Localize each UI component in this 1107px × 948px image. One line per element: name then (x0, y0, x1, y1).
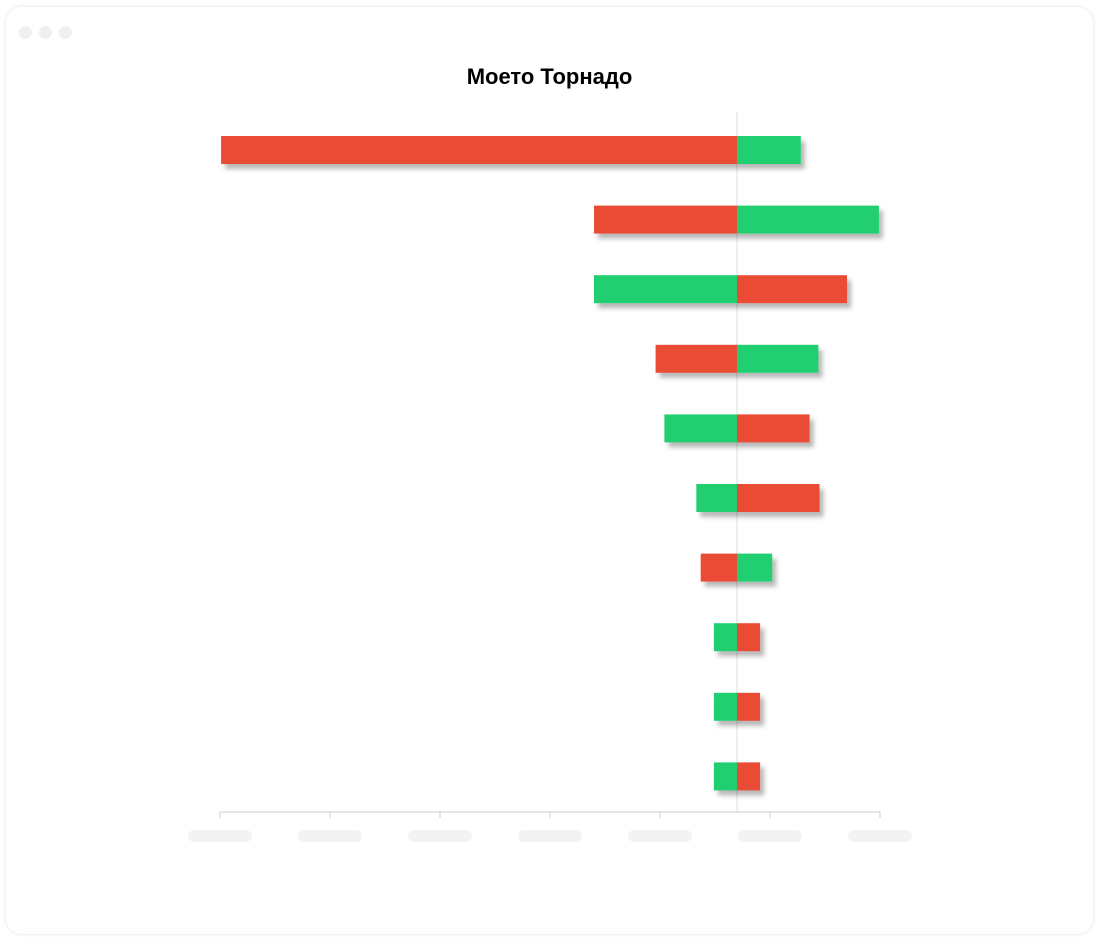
tornado-bar (713, 692, 761, 721)
tornado-bar (696, 484, 820, 512)
bar-low-segment (655, 344, 737, 373)
bar-low-segment (713, 623, 737, 652)
tornado-bar (221, 136, 801, 164)
bar-high-segment (737, 484, 820, 512)
window-maximize-dot-icon[interactable] (59, 26, 72, 39)
bar-low-segment (696, 484, 737, 512)
window-close-dot-icon[interactable] (19, 26, 32, 39)
chart-title: Моето Торнадо (466, 64, 633, 89)
bar-high-segment (737, 275, 847, 304)
bar-high-segment (737, 762, 761, 791)
bar-high-segment (737, 692, 761, 721)
bar-high-segment (737, 553, 773, 582)
bar-low-segment (700, 553, 737, 582)
x-tick-label-placeholder (518, 830, 582, 842)
bar-low-segment (713, 692, 737, 721)
bar-high-segment (737, 344, 819, 373)
tornado-bar (713, 762, 761, 791)
tornado-bar (594, 205, 879, 234)
x-tick-label-placeholder (628, 830, 692, 842)
bar-low-segment (713, 762, 737, 791)
bar-high-segment (737, 623, 761, 652)
bar-low-segment (594, 205, 737, 234)
bar-high-segment (737, 136, 801, 164)
x-tick-label-placeholder (848, 830, 912, 842)
tornado-bar (594, 275, 847, 304)
tornado-bar (713, 623, 761, 652)
bar-low-segment (594, 275, 737, 304)
x-tick-label-placeholder (408, 830, 472, 842)
x-tick-label-placeholder (298, 830, 362, 842)
x-tick-label-placeholder (188, 830, 252, 842)
bar-high-segment (737, 205, 879, 234)
x-tick-label-placeholder (738, 830, 802, 842)
tornado-bar (700, 553, 773, 582)
tornado-bar (664, 414, 810, 443)
window-minimize-dot-icon[interactable] (39, 26, 52, 39)
bar-low-segment (664, 414, 737, 443)
bar-low-segment (221, 136, 738, 164)
bar-high-segment (737, 414, 810, 443)
tornado-bar (655, 344, 819, 373)
